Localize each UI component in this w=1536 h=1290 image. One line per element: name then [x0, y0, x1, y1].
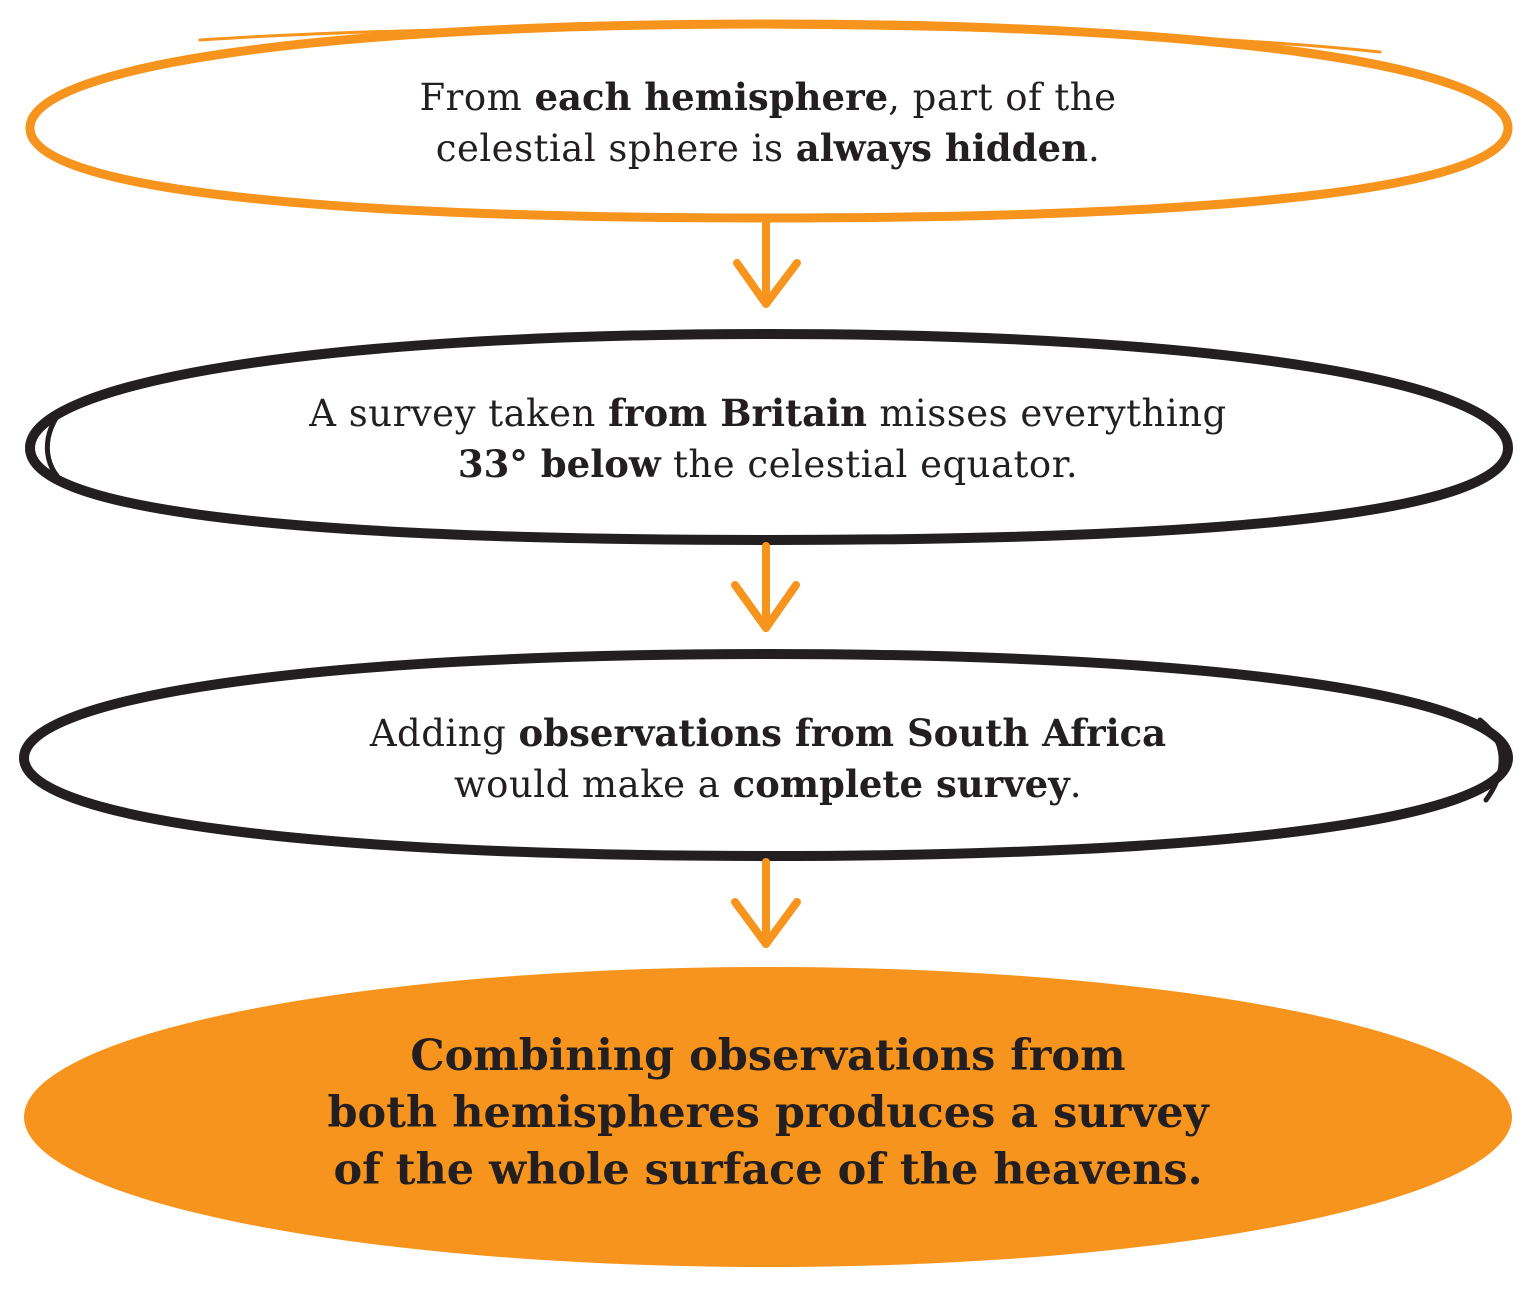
node-1-outline-sketch — [198, 25, 1382, 54]
body-text: misses everything — [867, 392, 1227, 435]
node-2-text: A survey taken from Britain misses every… — [168, 388, 1368, 490]
body-text: . — [1087, 127, 1101, 170]
node-1-text: From each hemisphere, part of the celesti… — [168, 72, 1368, 174]
arrow-3-to-4 — [731, 858, 801, 948]
node-4-line-1: Combining observations from — [118, 1028, 1418, 1085]
body-text: . — [1069, 763, 1082, 806]
node-1-outline — [25, 19, 1513, 223]
body-text: , part of the — [888, 76, 1117, 119]
node-4-line-2: both hemispheres produces a survey — [118, 1085, 1418, 1142]
node-2-outline-sketch — [44, 409, 73, 491]
node-1-line-1: From each hemisphere, part of the — [168, 72, 1368, 123]
body-text: celestial sphere is — [435, 127, 796, 170]
emphasis-text: both hemispheres produces a survey — [327, 1088, 1209, 1138]
body-text: Adding — [369, 712, 519, 755]
arrow-2-to-3 — [731, 542, 800, 632]
node-2-line-1: A survey taken from Britain misses every… — [168, 388, 1368, 439]
emphasis-text: observations from South Africa — [518, 711, 1167, 755]
node-3-outline — [19, 649, 1513, 861]
node-4-fill — [24, 967, 1512, 1267]
emphasis-text: always hidden — [795, 126, 1088, 170]
emphasis-text: Combining observations from — [410, 1031, 1126, 1081]
body-text: A survey taken — [309, 392, 609, 435]
node-2-outline — [25, 329, 1513, 545]
body-text: would make a — [454, 763, 733, 806]
node-3-text: Adding observations from South Africa wou… — [168, 708, 1368, 810]
node-3-outline-sketch — [1477, 717, 1504, 803]
emphasis-text: of the whole surface of the heavens. — [333, 1145, 1203, 1195]
node-4-text: Combining observations from both hemisphe… — [118, 1028, 1418, 1199]
emphasis-text: complete survey — [732, 762, 1070, 806]
body-text: the celestial equator. — [660, 443, 1079, 486]
emphasis-text: from Britain — [608, 391, 868, 435]
node-2-line-2: 33° below the celestial equator. — [168, 439, 1368, 490]
node-1-line-2: celestial sphere is always hidden. — [168, 123, 1368, 174]
node-3-line-2: would make a complete survey. — [168, 759, 1368, 810]
emphasis-text: 33° below — [457, 442, 661, 486]
arrow-1-to-2 — [733, 218, 801, 308]
body-text: From — [419, 76, 535, 119]
node-3-line-1: Adding observations from South Africa — [168, 708, 1368, 759]
node-4-line-3: of the whole surface of the heavens. — [118, 1142, 1418, 1199]
emphasis-text: each hemisphere — [534, 75, 889, 119]
